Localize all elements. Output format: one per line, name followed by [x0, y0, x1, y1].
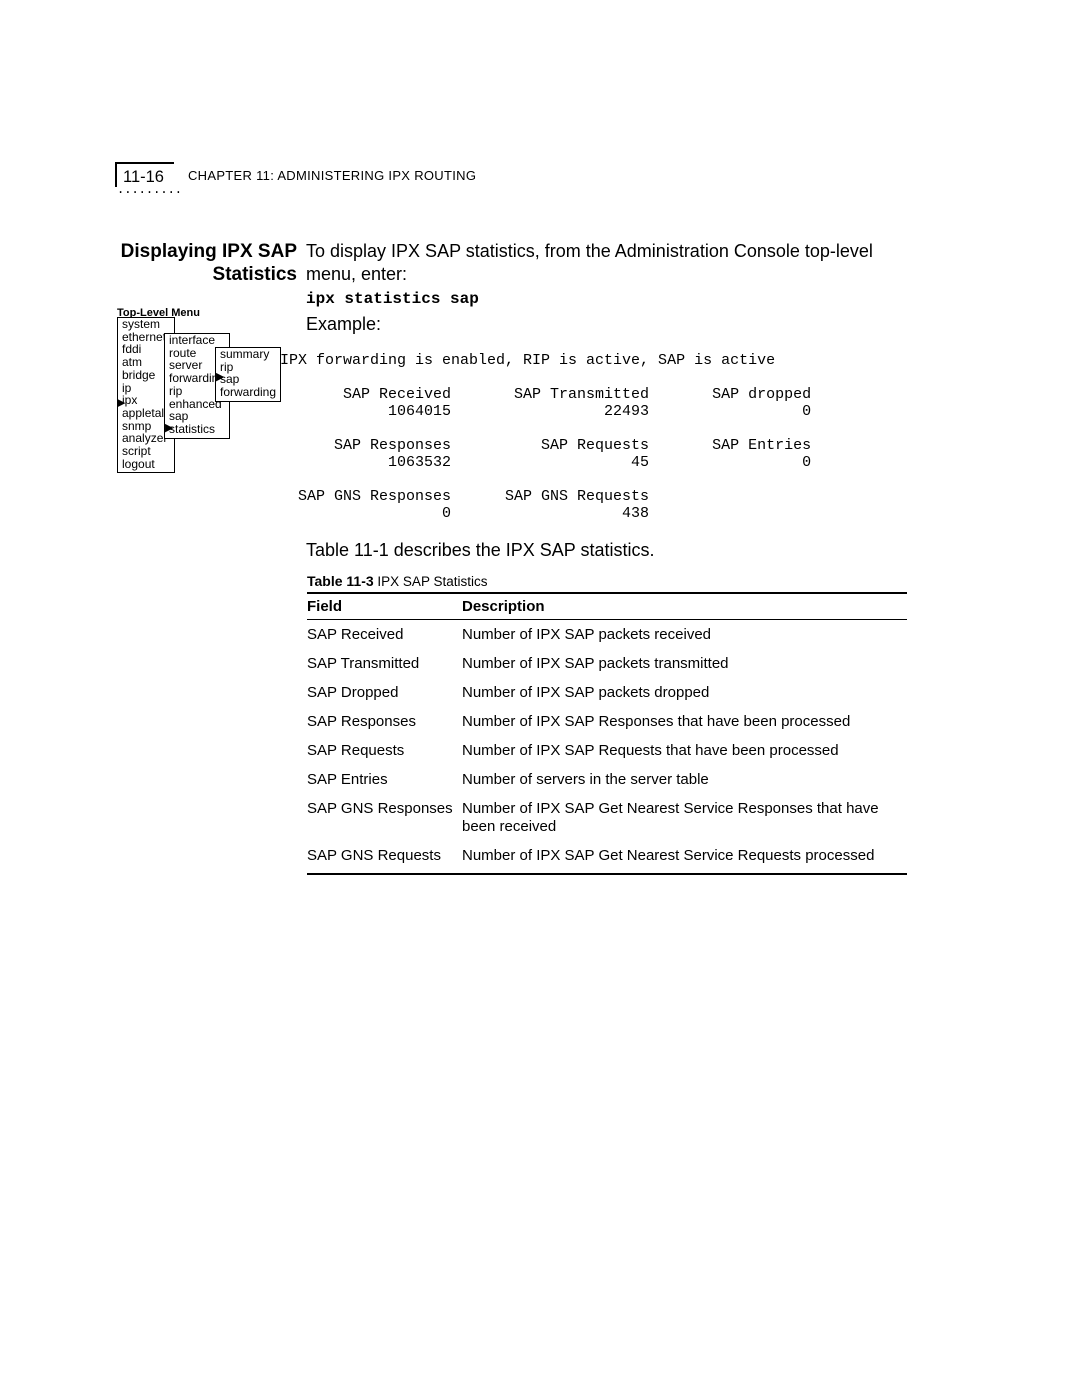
- chapter-label: CHAPTER 11:: [188, 168, 277, 183]
- section-title-line1: Displaying IPX SAP: [121, 241, 297, 262]
- sap-statistics-table: Field Description SAP ReceivedNumber of …: [307, 592, 907, 875]
- cell-field: SAP Dropped: [307, 678, 462, 707]
- menu-item: system: [122, 318, 170, 331]
- menu-item: logout: [122, 458, 170, 471]
- console-line: SAP GNS Responses SAP GNS Requests: [280, 488, 649, 505]
- page-root: { "header": { "page_number": "11-16", "c…: [0, 0, 1080, 1397]
- table-row: SAP TransmittedNumber of IPX SAP packets…: [307, 649, 907, 678]
- console-line: SAP Responses SAP Requests SAP Entries: [280, 437, 811, 454]
- chapter-title: ADMINISTERING IPX ROUTING: [277, 168, 476, 183]
- table-row: SAP RequestsNumber of IPX SAP Requests t…: [307, 736, 907, 765]
- console-line: 0 438: [280, 505, 649, 522]
- table-caption-number: Table 11-3: [307, 573, 374, 589]
- console-output: IPX forwarding is enabled, RIP is active…: [280, 352, 811, 522]
- cell-desc: Number of servers in the server table: [462, 765, 907, 794]
- table-caption: Table 11-3 IPX SAP Statistics: [307, 573, 487, 589]
- section-title-line2: Statistics: [213, 264, 297, 285]
- section-intro: To display IPX SAP statistics, from the …: [306, 240, 926, 286]
- header-dots: .........: [117, 182, 182, 196]
- menu-item: forwarding: [220, 386, 276, 399]
- menu-item: atm: [122, 356, 170, 369]
- cell-desc: Number of IPX SAP Requests that have bee…: [462, 736, 907, 765]
- cell-desc: Number of IPX SAP packets transmitted: [462, 649, 907, 678]
- console-line: IPX forwarding is enabled, RIP is active…: [280, 352, 775, 369]
- console-line: 1063532 45 0: [280, 454, 811, 471]
- table-row: SAP GNS ResponsesNumber of IPX SAP Get N…: [307, 794, 907, 841]
- menu-item: appletalk: [122, 407, 170, 420]
- table-row: SAP DroppedNumber of IPX SAP packets dro…: [307, 678, 907, 707]
- marker-icon: ▶: [165, 421, 173, 434]
- console-line: SAP Received SAP Transmitted SAP dropped: [280, 386, 811, 403]
- menu-item: summary: [220, 348, 276, 361]
- console-line: 1064015 22493 0: [280, 403, 811, 420]
- menu-level-3: summary rip sap forwarding: [215, 347, 281, 402]
- table-col-description: Description: [462, 593, 907, 620]
- table-row: SAP GNS RequestsNumber of IPX SAP Get Ne…: [307, 841, 907, 874]
- table-reference: Table 11-1 describes the IPX SAP statist…: [306, 540, 655, 561]
- chapter-heading: CHAPTER 11: ADMINISTERING IPX ROUTING: [188, 167, 476, 183]
- section-title: Displaying IPX SAP Statistics: [117, 240, 297, 286]
- cell-field: SAP Received: [307, 620, 462, 650]
- menu-item: interface: [169, 334, 225, 347]
- page-header: 11-16 CHAPTER 11: ADMINISTERING IPX ROUT…: [115, 162, 965, 187]
- cell-desc: Number of IPX SAP packets received: [462, 620, 907, 650]
- cell-field: SAP Responses: [307, 707, 462, 736]
- table-row: SAP ResponsesNumber of IPX SAP Responses…: [307, 707, 907, 736]
- marker-icon: ▶: [216, 370, 224, 383]
- menu-item: bridge: [122, 369, 170, 382]
- cell-field: SAP GNS Responses: [307, 794, 462, 841]
- menu-item: statistics: [169, 423, 225, 436]
- table-row: SAP EntriesNumber of servers in the serv…: [307, 765, 907, 794]
- cell-field: SAP Requests: [307, 736, 462, 765]
- marker-icon: ▶: [117, 396, 125, 409]
- cell-field: SAP GNS Requests: [307, 841, 462, 874]
- table-row: SAP ReceivedNumber of IPX SAP packets re…: [307, 620, 907, 650]
- cell-field: SAP Entries: [307, 765, 462, 794]
- menu-item: script: [122, 445, 170, 458]
- cell-desc: Number of IPX SAP Responses that have be…: [462, 707, 907, 736]
- table-col-field: Field: [307, 593, 462, 620]
- cell-desc: Number of IPX SAP packets dropped: [462, 678, 907, 707]
- cell-desc: Number of IPX SAP Get Nearest Service Re…: [462, 794, 907, 841]
- cell-field: SAP Transmitted: [307, 649, 462, 678]
- table-caption-title: IPX SAP Statistics: [374, 574, 488, 589]
- cell-desc: Number of IPX SAP Get Nearest Service Re…: [462, 841, 907, 874]
- example-label: Example:: [306, 314, 381, 335]
- console-command: ipx statistics sap: [306, 290, 479, 308]
